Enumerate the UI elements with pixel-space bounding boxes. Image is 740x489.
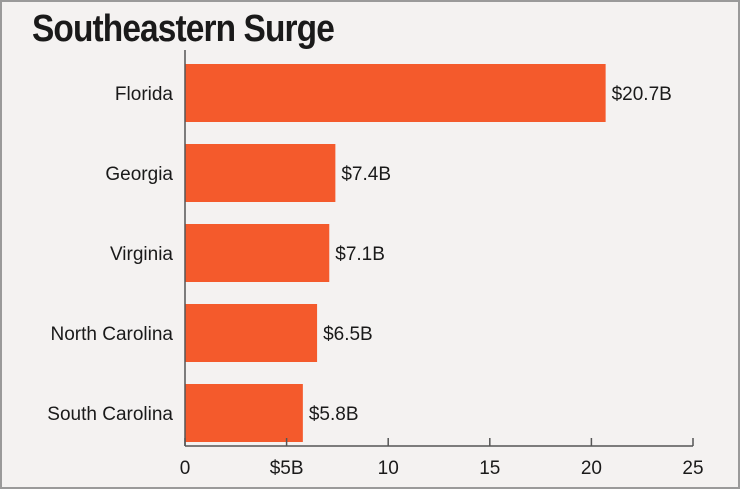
value-label-north-carolina: $6.5B <box>323 324 373 345</box>
x-tick-label-10: 10 <box>378 458 399 479</box>
category-label-north-carolina: North Carolina <box>51 324 174 345</box>
bar-georgia <box>185 144 336 202</box>
x-tick-label-25: 25 <box>682 458 703 479</box>
x-tick-label-0: 0 <box>180 458 191 479</box>
x-tick-label-15: 15 <box>479 458 500 479</box>
category-label-virginia: Virginia <box>110 244 173 265</box>
bar-florida <box>185 64 606 122</box>
value-label-florida: $20.7B <box>612 84 672 105</box>
chart-title: Southeastern Surge <box>32 8 335 50</box>
category-label-florida: Florida <box>115 84 174 105</box>
value-label-virginia: $7.1B <box>335 244 385 265</box>
category-label-georgia: Georgia <box>105 164 173 185</box>
x-tick-label-5: $5B <box>270 458 304 479</box>
bar-north-carolina <box>185 304 318 362</box>
x-tick-label-20: 20 <box>581 458 602 479</box>
bar-virginia <box>185 224 330 282</box>
value-label-south-carolina: $5.8B <box>309 404 359 425</box>
value-label-georgia: $7.4B <box>341 164 391 185</box>
bar-south-carolina <box>185 384 303 442</box>
category-label-south-carolina: South Carolina <box>47 404 173 425</box>
